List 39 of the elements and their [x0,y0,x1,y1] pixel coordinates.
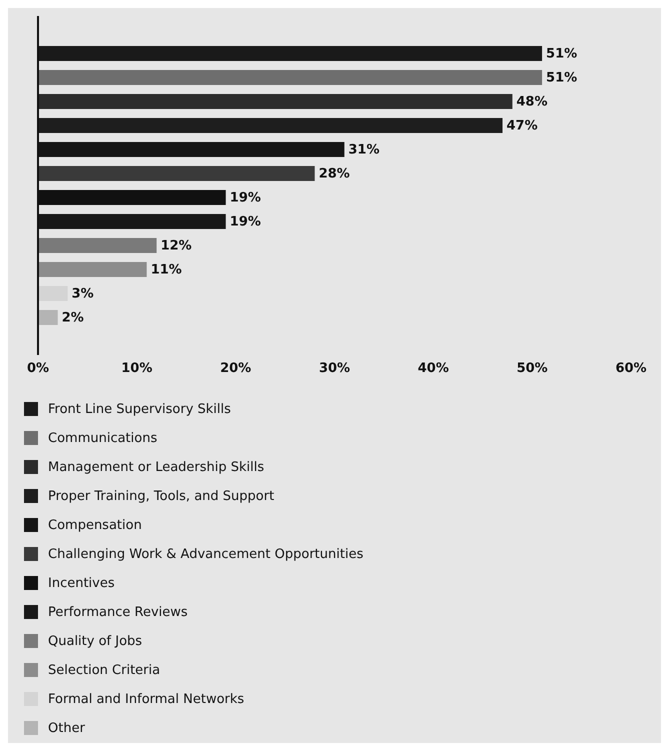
data-label: 19% [230,190,261,206]
data-label: 12% [160,238,192,254]
x-tick-label: 60% [615,361,647,376]
legend-label: Communications [48,431,158,446]
data-label: 3% [72,286,94,302]
bar [38,286,68,301]
x-tick-label: 20% [220,361,252,376]
data-label: 31% [348,142,380,158]
legend-label: Compensation [48,518,142,533]
legend-label: Quality of Jobs [48,634,142,649]
data-label: 2% [62,310,84,326]
x-tick-label: 0% [26,361,50,376]
bar [38,94,512,109]
data-label: 51% [546,46,578,62]
legend-label: Proper Training, Tools, and Support [48,489,274,504]
data-label: 11% [150,262,182,278]
data-label: 19% [230,214,261,230]
data-label: 47% [506,118,538,134]
data-label: 48% [516,94,548,110]
legend-label: Challenging Work & Advancement Opportunities [48,547,364,562]
bar [38,166,315,181]
legend-label: Management or Leadership Skills [48,460,264,475]
x-tick-label: 10% [121,361,152,376]
bar [38,70,542,85]
data-label: 51% [546,70,578,86]
x-tick-label: 50% [516,361,548,376]
bar [38,310,58,325]
legend-label: Selection Criteria [48,663,160,678]
legend-label: Incentives [48,576,115,591]
x-tick-label: 30% [318,361,350,376]
data-label: 28% [318,166,350,182]
bar [38,262,147,277]
legend-label: Front Line Supervisory Skills [48,402,231,417]
x-tick-label: 40% [418,361,449,376]
bar [38,238,157,253]
legend-label: Other [48,721,85,736]
bar [38,118,503,133]
legend-label: Performance Reviews [48,605,188,620]
legend-label: Formal and Informal Networks [48,692,244,707]
